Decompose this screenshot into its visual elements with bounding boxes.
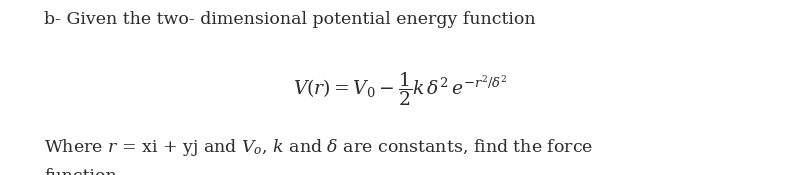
Text: function.: function.: [44, 168, 122, 175]
Text: $V(r) = V_0 - \dfrac{1}{2}k\, \delta^2\, e^{-r^2/\delta^2}$: $V(r) = V_0 - \dfrac{1}{2}k\, \delta^2\,…: [293, 70, 507, 108]
Text: Where $r$ = xi + yj and $V_o$, $k$ and $\delta$ are constants, find the force: Where $r$ = xi + yj and $V_o$, $k$ and $…: [44, 136, 593, 158]
Text: b- Given the two- dimensional potential energy function: b- Given the two- dimensional potential …: [44, 10, 536, 27]
